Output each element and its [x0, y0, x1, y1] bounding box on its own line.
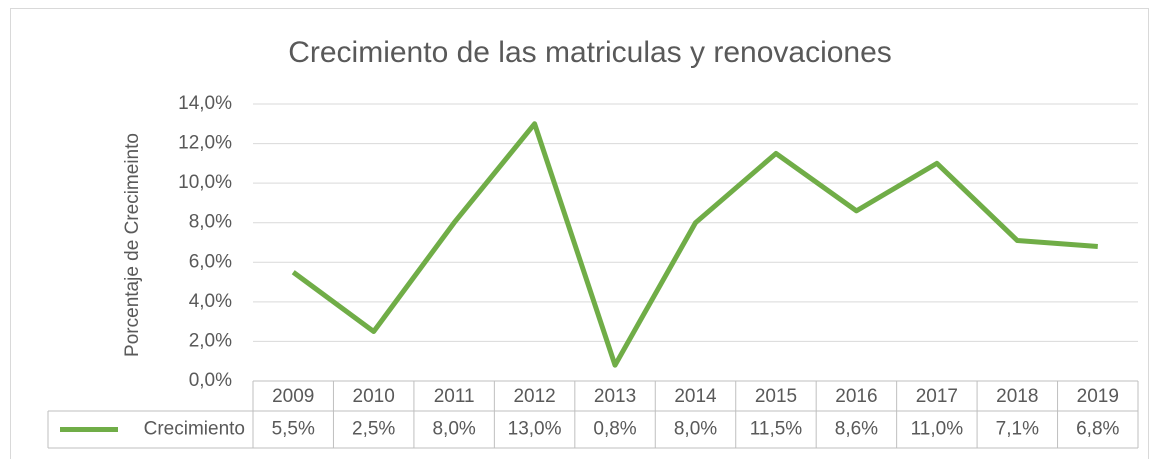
y-tick-label: 8,0%: [189, 212, 232, 233]
table-value: 5,5%: [272, 419, 315, 440]
y-tick-label: 12,0%: [178, 133, 232, 154]
x-tick-label: 2011: [434, 386, 475, 407]
x-tick-label: 2014: [674, 386, 717, 407]
x-tick-label: 2009: [272, 386, 314, 407]
table-value: 11,5%: [750, 419, 803, 440]
chart-title: Crecimiento de las matriculas y renovaci…: [288, 36, 892, 69]
table-value: 7,1%: [996, 419, 1039, 440]
table-value: 6,8%: [1076, 419, 1119, 440]
y-tick-label: 14,0%: [178, 93, 232, 114]
y-axis-title: Porcentaje de Crecimeinto: [122, 133, 143, 357]
x-tick-label: 2015: [755, 386, 797, 407]
table-value: 11,0%: [911, 419, 964, 440]
y-tick-label: 4,0%: [189, 291, 232, 312]
table-value: 2,5%: [352, 419, 395, 440]
x-tick-label: 2018: [996, 386, 1038, 407]
x-tick-label: 2013: [594, 386, 636, 407]
table-value: 8,0%: [674, 419, 717, 440]
table-value: 13,0%: [508, 419, 562, 440]
chart-border: [10, 8, 1149, 459]
y-tick-label: 2,0%: [189, 330, 232, 351]
y-tick-label: 10,0%: [178, 172, 232, 193]
table-value: 8,6%: [835, 419, 878, 440]
x-tick-label: 2010: [353, 386, 395, 407]
y-tick-label: 0,0%: [189, 370, 232, 391]
x-tick-label: 2019: [1077, 386, 1119, 407]
x-tick-label: 2012: [513, 386, 555, 407]
x-tick-label: 2017: [916, 386, 958, 407]
table-value: 8,0%: [432, 419, 475, 440]
legend-label: Crecimiento: [144, 419, 245, 440]
y-tick-label: 6,0%: [189, 251, 232, 272]
x-tick-label: 2016: [835, 386, 877, 407]
series-line: [291, 121, 1098, 368]
table-value: 0,8%: [593, 419, 636, 440]
